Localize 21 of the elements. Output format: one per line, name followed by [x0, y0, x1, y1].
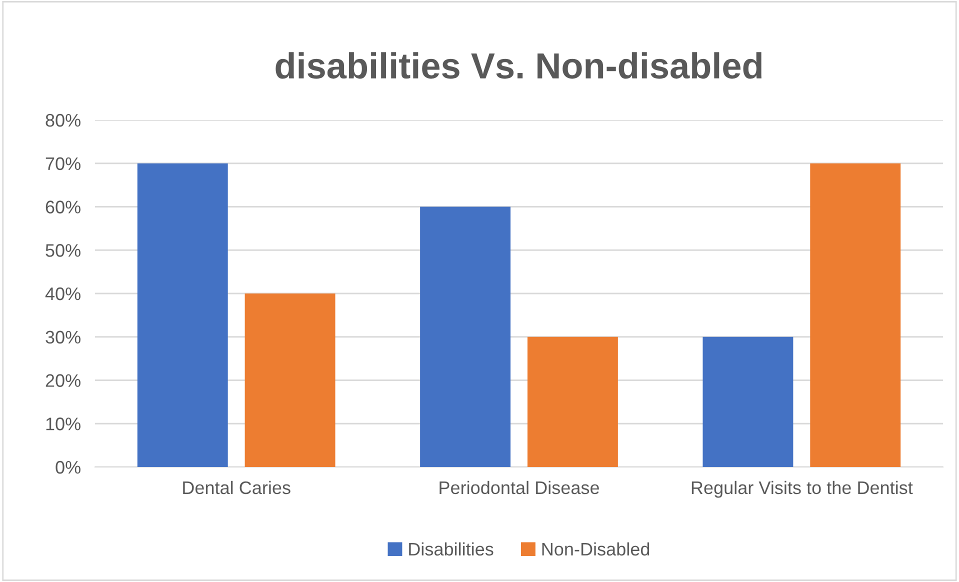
- y-tick-label: 60%: [46, 200, 80, 214]
- y-tick-label: 40%: [45, 287, 80, 300]
- y-tick-label: 20%: [46, 374, 80, 387]
- bar: [244, 294, 336, 467]
- x-tick-label: Periodontal Disease: [440, 480, 599, 494]
- y-tick-label: 30%: [46, 330, 80, 344]
- legend-label: Disabilities: [409, 542, 494, 556]
- bar: [810, 163, 901, 467]
- bar: [527, 336, 618, 467]
- chart-title: disabilities Vs. Non-disabled: [276, 52, 762, 79]
- x-tick-label: Dental Caries: [183, 480, 290, 494]
- y-tick-label: 50%: [46, 244, 80, 257]
- legend-label: Non-Disabled: [542, 542, 650, 556]
- bar: [420, 206, 511, 467]
- bar: [702, 336, 794, 467]
- y-tick-label: 10%: [46, 418, 80, 430]
- y-tick-label: 80%: [46, 114, 80, 127]
- y-tick-label: 0%: [56, 460, 80, 474]
- x-tick-label: Regular Visits to the Dentist: [692, 480, 913, 498]
- bar: [137, 163, 228, 467]
- y-tick-label: 70%: [46, 157, 80, 170]
